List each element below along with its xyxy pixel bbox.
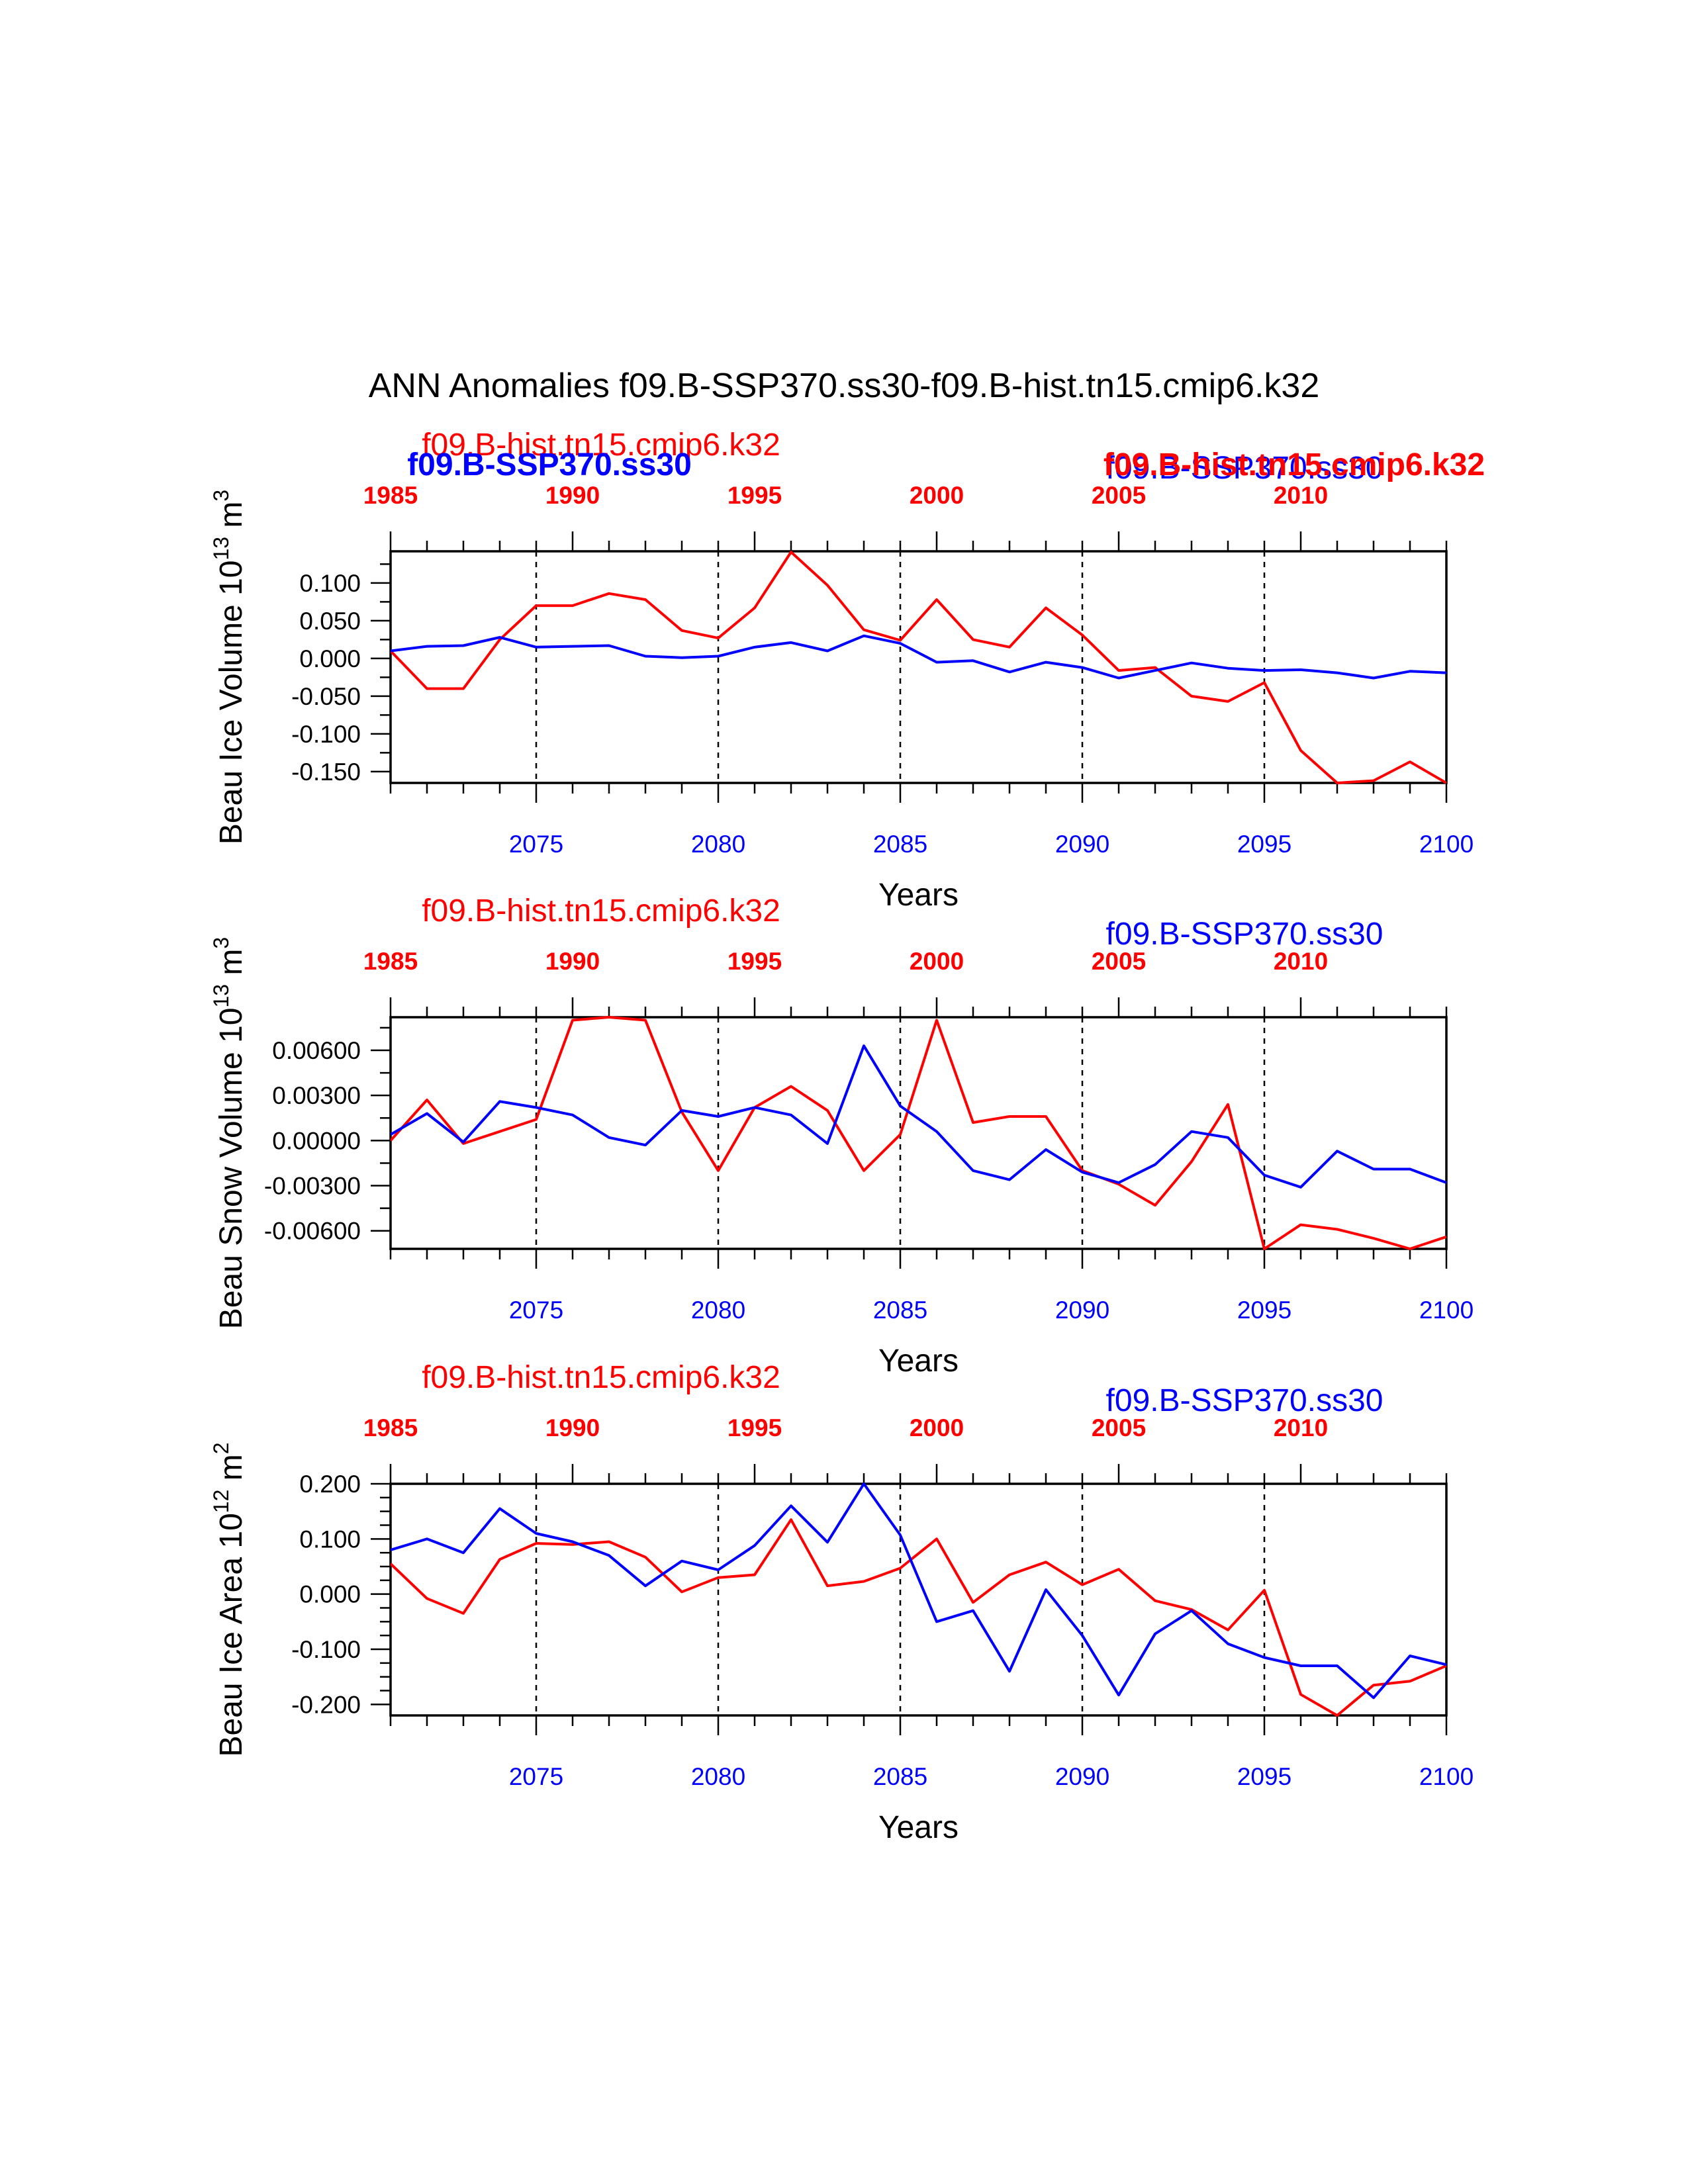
y-tick-label: 0.00300 xyxy=(272,1082,361,1109)
y-tick-label: -0.00600 xyxy=(264,1218,361,1245)
overlap-series-label: f09.B-hist.tn15.cmip6.k32 xyxy=(1103,447,1485,482)
y-tick-label: 0.200 xyxy=(299,1471,361,1498)
y-tick-label: 0.100 xyxy=(299,1525,361,1553)
top-tick-label: 1995 xyxy=(727,948,782,975)
x-tick-label: 2085 xyxy=(873,1763,927,1790)
y-tick-label: -0.200 xyxy=(291,1691,361,1718)
x-tick-label: 2075 xyxy=(509,1297,563,1324)
x-axis-title: Years xyxy=(878,878,959,913)
x-tick-label: 2090 xyxy=(1055,1297,1109,1324)
y-axis-title: Beau Ice Area 1012 m2 xyxy=(209,1443,249,1757)
x-tick-label: 2090 xyxy=(1055,1763,1109,1790)
x-tick-label: 2080 xyxy=(691,831,745,858)
top-tick-label: 2010 xyxy=(1274,1414,1328,1441)
top-tick-label: 1990 xyxy=(545,482,600,509)
ssp-series-label: f09.B-SSP370.ss30 xyxy=(1106,451,1383,486)
series-line-hist xyxy=(391,1016,1446,1250)
top-tick-label: 1985 xyxy=(363,1414,418,1441)
series-line-ssp xyxy=(391,1482,1446,1700)
x-tick-label: 2085 xyxy=(873,1297,927,1324)
hist-series-label: f09.B-hist.tn15.cmip6.k32 xyxy=(422,893,780,929)
overlap-series-label: f09.B-SSP370.ss30 xyxy=(407,447,692,482)
y-tick-label: -0.050 xyxy=(291,683,361,710)
top-tick-label: 1995 xyxy=(727,1414,782,1441)
y-tick-label: -0.100 xyxy=(291,721,361,748)
y-tick-label: 0.050 xyxy=(299,608,361,635)
plot-frame xyxy=(389,1482,1448,1717)
top-tick-label: 2000 xyxy=(910,948,964,975)
x-tick-label: 2075 xyxy=(509,1763,563,1790)
series-line-ssp xyxy=(391,1044,1446,1189)
x-tick-label: 2095 xyxy=(1237,1297,1291,1324)
hist-series-label: f09.B-hist.tn15.cmip6.k32 xyxy=(422,1360,780,1395)
chart-panel-2: 2075 2080 2085 2090 2095 2100 1985 1990 1995 2000… xyxy=(209,893,1474,1379)
x-tick-label: 2075 xyxy=(509,831,563,858)
y-axis-title: Beau Ice Volume 1013 m3 xyxy=(209,490,249,844)
x-tick-label: 2095 xyxy=(1237,831,1291,858)
y-tick-label: 0.000 xyxy=(299,1581,361,1608)
x-axis-title: Years xyxy=(878,1343,959,1379)
y-axis-title: Beau Snow Volume 1013 m3 xyxy=(209,937,249,1329)
top-tick-label: 1995 xyxy=(727,482,782,509)
y-tick-label: -0.150 xyxy=(291,758,361,786)
top-tick-label: 2010 xyxy=(1274,948,1328,975)
plot-frame xyxy=(389,550,1448,784)
ssp-series-label: f09.B-SSP370.ss30 xyxy=(1106,1383,1383,1418)
series-line-hist xyxy=(391,1518,1446,1717)
top-tick-label: 1990 xyxy=(545,1414,600,1441)
top-tick-label: 2010 xyxy=(1274,482,1328,509)
chart-main-title: ANN Anomalies f09.B-SSP370.ss30-f09.B-hi… xyxy=(369,367,1320,405)
top-tick-label: 1990 xyxy=(545,948,600,975)
hist-series-label: f09.B-hist.tn15.cmip6.k32 xyxy=(422,428,780,463)
top-tick-label: 2000 xyxy=(910,1414,964,1441)
ssp-series-label: f09.B-SSP370.ss30 xyxy=(1106,917,1383,952)
chart-panel-3: 2075 2080 2085 2090 2095 2100 1985 1990 1995 2000… xyxy=(209,1360,1474,1845)
x-tick-label: 2100 xyxy=(1419,1763,1474,1790)
top-tick-label: 1985 xyxy=(363,482,418,509)
top-tick-label: 2005 xyxy=(1092,482,1146,509)
chart-panel-1: 2075 2080 2085 2090 2095 2100 1985 1990 1995 2000… xyxy=(209,428,1485,913)
top-tick-label: 1985 xyxy=(363,948,418,975)
top-tick-label: 2005 xyxy=(1092,1414,1146,1441)
chart-panels: 2075 2080 2085 2090 2095 2100 1985 1990 1995 2000… xyxy=(209,428,1485,1845)
top-tick-label: 2005 xyxy=(1092,948,1146,975)
x-tick-label: 2100 xyxy=(1419,831,1474,858)
x-tick-label: 2090 xyxy=(1055,831,1109,858)
y-tick-label: 0.00600 xyxy=(272,1037,361,1064)
series-line-hist xyxy=(391,551,1446,784)
y-tick-label: -0.00300 xyxy=(264,1173,361,1200)
x-axis-title: Years xyxy=(878,1810,959,1845)
top-tick-label: 2000 xyxy=(910,482,964,509)
plot-frame xyxy=(389,1016,1448,1250)
y-tick-label: 0.00000 xyxy=(272,1127,361,1154)
x-tick-label: 2085 xyxy=(873,831,927,858)
y-tick-label: -0.100 xyxy=(291,1636,361,1663)
x-tick-label: 2095 xyxy=(1237,1763,1291,1790)
series-line-ssp xyxy=(391,634,1446,680)
x-tick-label: 2080 xyxy=(691,1297,745,1324)
x-tick-label: 2080 xyxy=(691,1763,745,1790)
y-tick-label: 0.100 xyxy=(299,570,361,597)
y-tick-label: 0.000 xyxy=(299,645,361,672)
x-tick-label: 2100 xyxy=(1419,1297,1474,1324)
